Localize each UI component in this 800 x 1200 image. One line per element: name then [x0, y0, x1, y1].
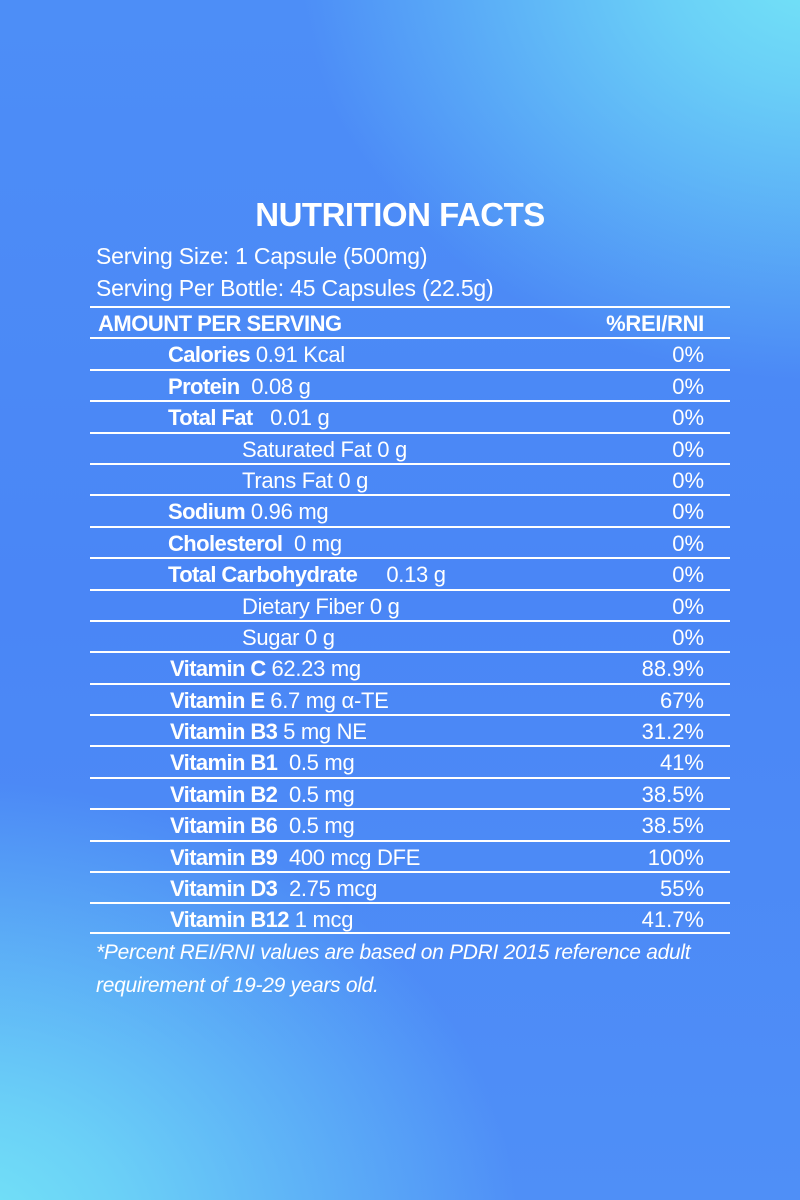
- nutrient-amount: 400 mcg DFE: [288, 844, 421, 870]
- nutrient-percent: 0%: [672, 342, 704, 368]
- nutrient-percent: 0%: [672, 405, 704, 431]
- table-row: Sodium 0.96 mg 0%: [90, 494, 730, 525]
- nutrient-percent: 38.5%: [641, 781, 704, 807]
- nutrient-percent: 0%: [672, 499, 704, 525]
- nutrient-percent: 100%: [647, 844, 704, 870]
- nutrient-amount: Saturated Fat 0 g: [242, 436, 407, 462]
- nutrient-amount: Trans Fat 0 g: [242, 467, 369, 493]
- table-row: Saturated Fat 0 g 0%: [90, 431, 730, 463]
- nutrient-amount: 0.5 mg: [288, 813, 355, 839]
- nutrient-amount: 1 mcg: [294, 907, 354, 933]
- table-row: Total Fat 0.01 g 0%: [90, 400, 730, 431]
- table-row: Vitamin B6 0.5 mg 38.5%: [90, 808, 730, 839]
- nutrient-name: Vitamin B1: [170, 750, 278, 776]
- table-row: Protein 0.08 g 0%: [90, 368, 730, 400]
- nutrient-percent: 67%: [659, 687, 704, 713]
- nutrient-amount: 0.91 Kcal: [255, 342, 345, 368]
- table-row: Sugar 0 g 0%: [90, 619, 730, 651]
- table-row: Dietary Fiber 0 g 0%: [90, 588, 730, 620]
- serving-size: Serving Size: 1 Capsule (500mg): [96, 243, 428, 269]
- nutrient-name: Vitamin B9: [170, 844, 278, 870]
- nutrient-amount: 62.23 mg: [271, 656, 361, 682]
- nutrient-name: Total Carbohydrate: [168, 562, 358, 588]
- nutrient-amount: 0.13 g: [386, 562, 446, 588]
- nutrient-amount: 0.5 mg: [288, 781, 355, 807]
- nutrient-percent: 0%: [672, 436, 704, 462]
- nutrient-name: Vitamin B3: [170, 719, 278, 745]
- table-row: Calories 0.91 Kcal 0%: [90, 337, 730, 368]
- nutrient-percent: 41%: [659, 750, 704, 776]
- footnote: *Percent REI/RNI values are based on PDR…: [96, 941, 691, 997]
- nutrient-amount: 0.08 g: [251, 373, 311, 399]
- nutrient-amount: 0 mg: [294, 530, 342, 556]
- table-row: Vitamin E 6.7 mg α-TE 67%: [90, 682, 730, 714]
- table-row: Vitamin B9 400 mcg DFE 100%: [90, 839, 730, 871]
- nutrient-name: Sodium: [168, 499, 246, 525]
- table-row: Vitamin B1 0.5 mg 41%: [90, 745, 730, 776]
- table-header: AMOUNT PER SERVING %REI/RNI: [90, 306, 730, 337]
- nutrient-name: Vitamin B2: [170, 781, 278, 807]
- nutrient-name: Calories: [168, 342, 251, 368]
- nutrient-amount: 0.96 mg: [250, 499, 329, 525]
- serving-per-bottle: Serving Per Bottle: 45 Capsules (22.5g): [96, 275, 494, 301]
- nutrient-percent: 88.9%: [641, 656, 704, 682]
- nutrient-name: Cholesterol: [168, 530, 283, 556]
- nutrient-amount: Dietary Fiber 0 g: [242, 593, 400, 619]
- nutrient-percent: 0%: [672, 373, 704, 399]
- table-row: Trans Fat 0 g 0%: [90, 462, 730, 494]
- nutrient-name: Total Fat: [168, 405, 253, 431]
- nutrient-name: Vitamin B6: [170, 813, 278, 839]
- nutrient-percent: 31.2%: [641, 719, 704, 745]
- nutrition-table: AMOUNT PER SERVING %REI/RNI Calories 0.9…: [90, 306, 730, 934]
- page-title: NUTRITION FACTS: [255, 196, 545, 233]
- nutrient-name: Vitamin C: [170, 656, 266, 682]
- table-row: Vitamin B2 0.5 mg 38.5%: [90, 776, 730, 808]
- nutrient-amount: 5 mg NE: [283, 719, 367, 745]
- nutrient-name: Vitamin B12: [170, 907, 290, 933]
- nutrient-percent: 0%: [672, 624, 704, 650]
- table-row: Vitamin B3 5 mg NE 31.2%: [90, 714, 730, 745]
- nutrient-percent: 55%: [659, 876, 704, 902]
- nutrient-percent: 0%: [672, 467, 704, 493]
- nutrient-percent: 0%: [672, 530, 704, 556]
- table-row: Vitamin B12 1 mcg 41.7%: [90, 902, 730, 934]
- nutrient-name: Vitamin D3: [170, 876, 278, 902]
- table-row: Total Carbohydrate 0.13 g 0%: [90, 557, 730, 588]
- table-row: Vitamin D3 2.75 mcg 55%: [90, 871, 730, 902]
- nutrient-percent: 41.7%: [641, 907, 704, 933]
- nutrient-amount: 0.5 mg: [288, 750, 355, 776]
- nutrient-percent: 0%: [672, 593, 704, 619]
- nutrient-amount: 0.01 g: [270, 405, 330, 431]
- nutrient-amount: 6.7 mg α-TE: [270, 687, 389, 713]
- nutrient-percent: 0%: [672, 562, 704, 588]
- nutrient-percent: 38.5%: [641, 813, 704, 839]
- nutrient-name: Vitamin E: [170, 687, 265, 713]
- header-percent-rei-rni: %REI/RNI: [606, 311, 704, 336]
- nutrient-amount: Sugar 0 g: [242, 624, 335, 650]
- table-row: Vitamin C 62.23 mg 88.9%: [90, 651, 730, 682]
- header-amount-per-serving: AMOUNT PER SERVING: [98, 311, 342, 336]
- nutrient-amount: 2.75 mcg: [288, 876, 378, 902]
- nutrient-name: Protein: [168, 373, 240, 399]
- table-row: Cholesterol 0 mg 0%: [90, 525, 730, 557]
